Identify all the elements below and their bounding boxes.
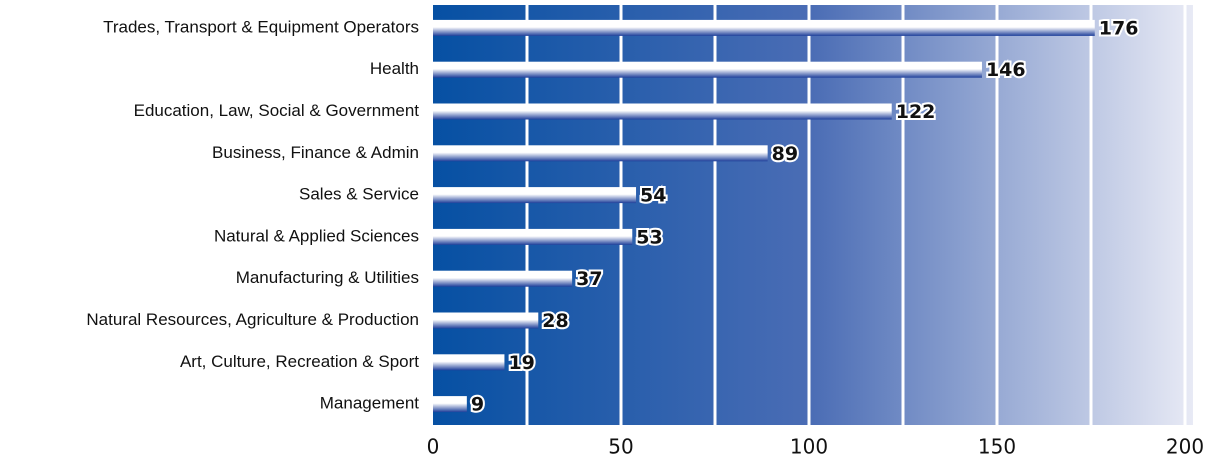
y-tick-label: Natural & Applied Sciences — [214, 226, 419, 245]
x-tick-label: 50 — [608, 435, 633, 459]
value-label: 122 — [896, 101, 936, 123]
value-label: 146 — [986, 59, 1026, 81]
bar — [433, 396, 467, 413]
value-label: 19 — [508, 352, 534, 374]
x-tick-label: 150 — [978, 435, 1016, 459]
y-tick-label: Natural Resources, Agriculture & Product… — [86, 310, 419, 329]
y-tick-label: Art, Culture, Recreation & Sport — [180, 352, 419, 371]
x-tick-label: 100 — [790, 435, 828, 459]
bar — [433, 312, 539, 329]
value-label: 89 — [772, 143, 798, 165]
y-tick-label: Health — [370, 59, 419, 78]
x-tick-label: 200 — [1166, 435, 1204, 459]
bar — [433, 354, 505, 371]
value-label: 9 — [471, 394, 484, 416]
bar — [433, 61, 982, 78]
y-tick-label: Education, Law, Social & Government — [134, 101, 420, 120]
bar — [433, 228, 633, 245]
bar — [433, 19, 1095, 36]
bar — [433, 270, 573, 287]
y-tick-label: Manufacturing & Utilities — [236, 268, 419, 287]
value-label: 37 — [576, 268, 602, 290]
y-tick-label: Business, Finance & Admin — [212, 143, 419, 162]
x-tick-label: 0 — [427, 435, 440, 459]
bar — [433, 103, 892, 120]
value-label: 53 — [636, 226, 662, 248]
value-label: 54 — [640, 185, 666, 207]
y-tick-label: Trades, Transport & Equipment Operators — [103, 17, 419, 36]
y-tick-label: Management — [320, 394, 420, 413]
bar — [433, 187, 637, 204]
value-label: 176 — [1099, 17, 1139, 39]
y-tick-label: Sales & Service — [299, 185, 419, 204]
bar — [433, 145, 768, 162]
value-label: 28 — [542, 310, 568, 332]
